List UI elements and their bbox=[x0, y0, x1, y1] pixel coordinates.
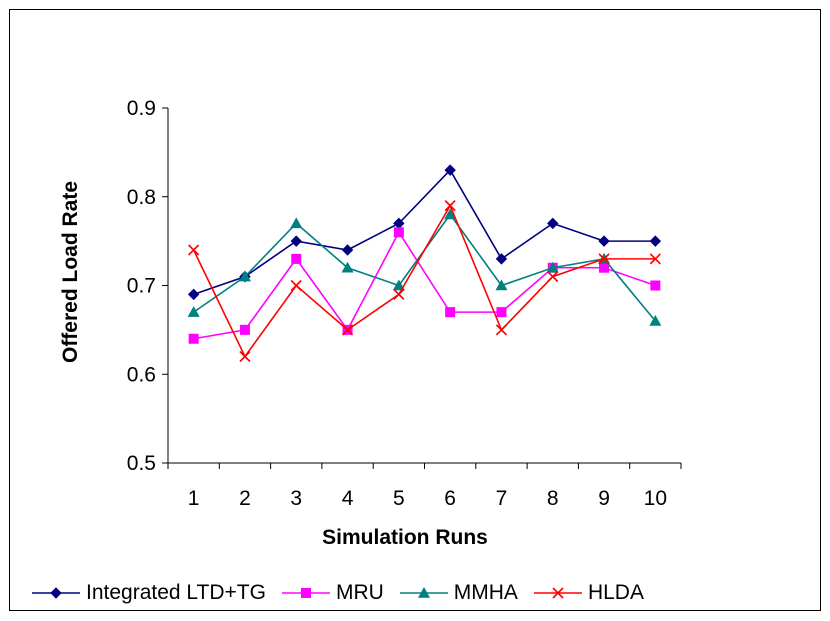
data-point bbox=[547, 271, 559, 283]
legend-label: MRU bbox=[335, 581, 384, 604]
legend-swatch bbox=[32, 587, 80, 599]
legend-marker bbox=[552, 587, 564, 599]
data-point bbox=[393, 288, 405, 300]
data-point bbox=[238, 270, 251, 282]
y-tick-label: 0.8 bbox=[127, 186, 156, 209]
data-point bbox=[341, 324, 354, 336]
data-point bbox=[341, 261, 354, 273]
data-point bbox=[444, 200, 456, 212]
y-tick-label: 0.9 bbox=[127, 97, 156, 120]
data-point bbox=[649, 235, 662, 247]
x-tick-label: 5 bbox=[393, 487, 405, 510]
x-tick-label: 8 bbox=[547, 487, 559, 510]
x-tick-label: 2 bbox=[239, 487, 251, 510]
legend-swatch bbox=[533, 587, 582, 599]
data-point bbox=[341, 244, 354, 256]
data-point bbox=[290, 235, 302, 247]
data-point bbox=[445, 307, 456, 318]
legend: Integrated LTD+TG MRU MMHA HLDA bbox=[30, 575, 658, 611]
data-point bbox=[650, 280, 661, 291]
legend-marker bbox=[300, 588, 311, 598]
data-point bbox=[444, 208, 457, 220]
data-point bbox=[547, 217, 559, 230]
legend-swatch bbox=[281, 588, 330, 598]
series-lines bbox=[187, 164, 662, 363]
data-point bbox=[290, 217, 303, 229]
chart-frame bbox=[9, 9, 821, 611]
data-point bbox=[393, 227, 404, 238]
x-tick-label: 3 bbox=[290, 487, 302, 510]
legend-label: Integrated LTD+TG bbox=[86, 581, 266, 604]
data-point bbox=[188, 333, 199, 344]
x-tick-label: 6 bbox=[444, 487, 456, 510]
legend-item: MRU bbox=[280, 581, 384, 605]
legend-item: MMHA bbox=[398, 581, 518, 605]
x-tick-label: 9 bbox=[598, 487, 610, 510]
legend-item: Integrated LTD+TG bbox=[30, 581, 266, 605]
y-tick-label: 0.7 bbox=[127, 275, 156, 298]
x-tick-label: 1 bbox=[188, 487, 200, 510]
data-point bbox=[495, 279, 508, 291]
data-point bbox=[239, 350, 251, 363]
series-x bbox=[188, 200, 661, 363]
data-point bbox=[239, 324, 250, 335]
legend-label: MMHA bbox=[453, 581, 518, 604]
x-tick-label: 4 bbox=[342, 487, 354, 510]
data-point bbox=[495, 253, 508, 265]
x-axis-label: Simulation Runs bbox=[322, 526, 488, 549]
y-tick-label: 0.6 bbox=[127, 363, 156, 386]
data-point bbox=[649, 315, 662, 326]
data-point bbox=[188, 244, 200, 256]
data-point bbox=[495, 324, 508, 336]
legend-label: HLDA bbox=[587, 581, 644, 604]
y-axis-label: Offered Load Rate bbox=[59, 181, 82, 363]
x-tick-label: 7 bbox=[496, 487, 508, 510]
series-line bbox=[192, 203, 656, 359]
data-point bbox=[598, 253, 610, 265]
data-point bbox=[291, 253, 302, 264]
data-point bbox=[444, 164, 456, 176]
legend-marker bbox=[417, 587, 430, 598]
series-line bbox=[193, 168, 656, 296]
data-point bbox=[598, 235, 610, 247]
data-point bbox=[599, 262, 610, 273]
legend-marker bbox=[50, 587, 62, 599]
data-point bbox=[546, 261, 559, 273]
axes bbox=[162, 107, 682, 469]
legend-item: HLDA bbox=[532, 581, 644, 605]
data-point bbox=[187, 306, 200, 317]
y-tick-label: 0.5 bbox=[127, 452, 156, 475]
data-point bbox=[649, 253, 661, 265]
tick-labels: 0.5 0.6 0.7 0.8 0.9 1 2 3 4 5 6 7 8 9 10 bbox=[127, 97, 667, 510]
x-tick-label: 10 bbox=[644, 487, 667, 510]
legend-swatch bbox=[399, 587, 448, 598]
data-point bbox=[496, 307, 507, 318]
data-point bbox=[290, 279, 302, 292]
data-point bbox=[187, 288, 200, 301]
